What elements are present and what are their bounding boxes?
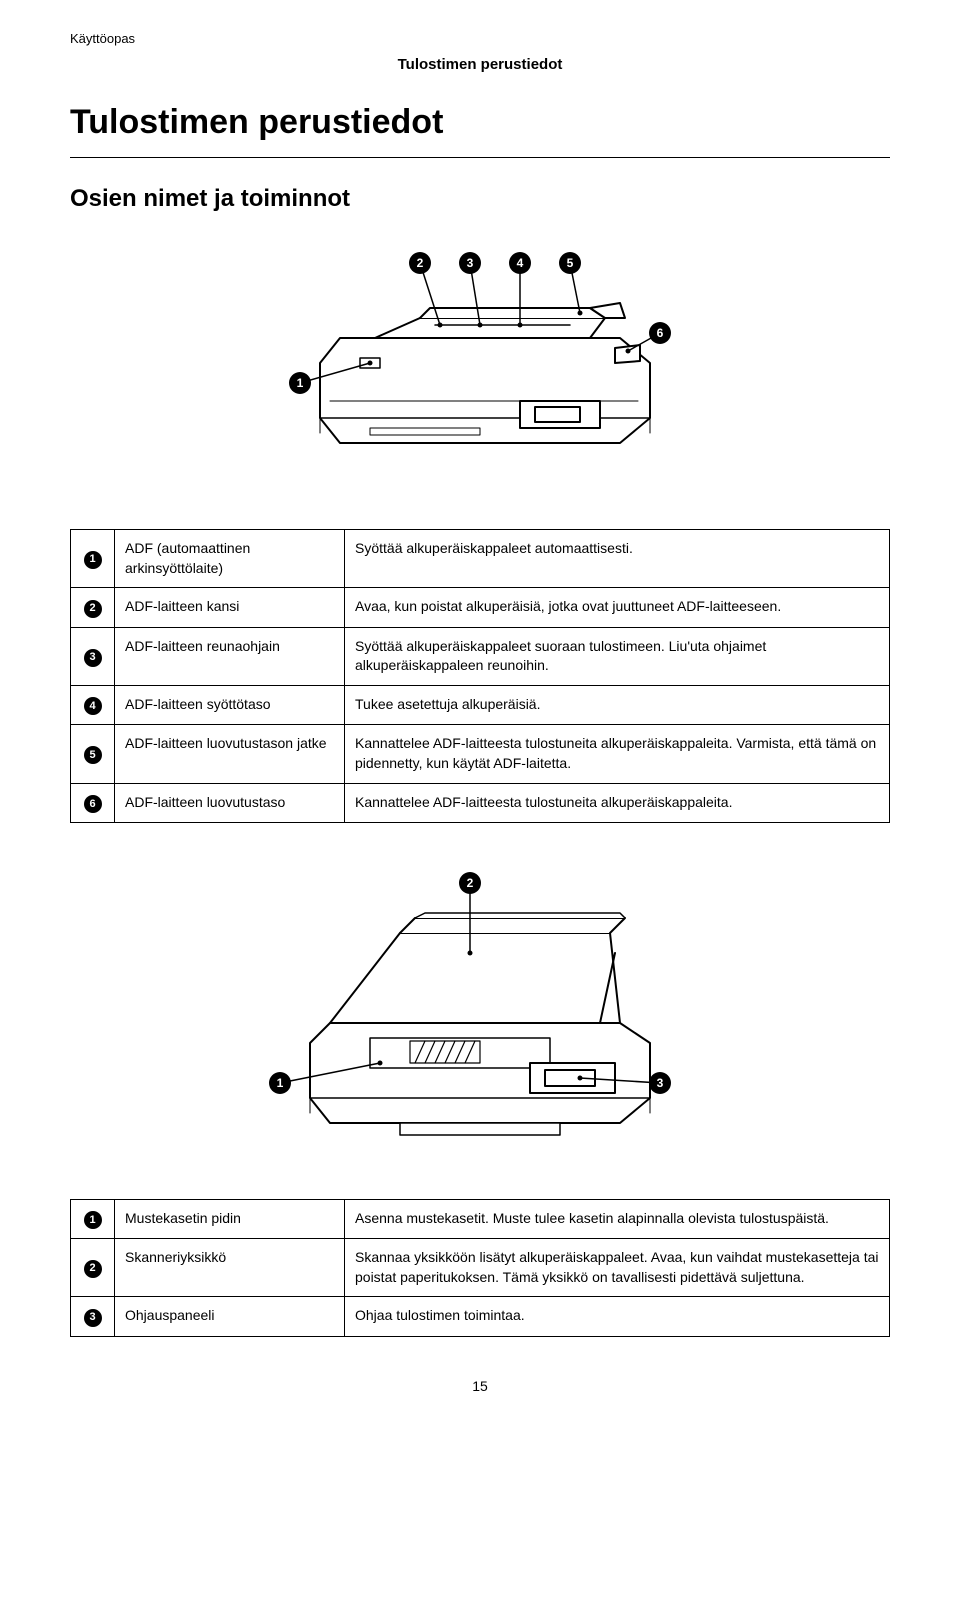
printer-diagram-open: 2 1 3 — [70, 863, 890, 1169]
printer-diagram-top: 2 3 4 5 6 1 — [70, 233, 890, 499]
row-number-badge: 4 — [84, 697, 102, 715]
callout-number: 3 — [657, 1076, 664, 1090]
section-header: Tulostimen perustiedot — [70, 54, 890, 75]
callout-number: 5 — [567, 256, 574, 270]
part-name: ADF-laitteen kansi — [115, 588, 345, 628]
part-description: Syöttää alkuperäiskappaleet suoraan tulo… — [345, 627, 890, 685]
table-row: 5 ADF-laitteen luovutustason jatkeKannatt… — [71, 725, 890, 783]
part-name: ADF (automaattinen arkinsyöttölaite) — [115, 529, 345, 587]
row-number-badge: 3 — [84, 1309, 102, 1327]
row-number-badge: 1 — [84, 1211, 102, 1229]
table-row: 2 SkanneriyksikköSkannaa yksikköön lisäty… — [71, 1239, 890, 1297]
title-divider — [70, 157, 890, 158]
subtitle: Osien nimet ja toiminnot — [70, 182, 890, 216]
part-name: Mustekasetin pidin — [115, 1199, 345, 1239]
part-description: Tukee asetettuja alkuperäisiä. — [345, 685, 890, 725]
row-number-badge: 2 — [84, 600, 102, 618]
callout-number: 6 — [657, 326, 664, 340]
table-row: 1 ADF (automaattinen arkinsyöttölaite)Syö… — [71, 529, 890, 587]
part-description: Kannattelee ADF-laitteesta tulostuneita … — [345, 783, 890, 823]
part-description: Kannattelee ADF-laitteesta tulostuneita … — [345, 725, 890, 783]
table-row: 6 ADF-laitteen luovutustasoKannattelee AD… — [71, 783, 890, 823]
doc-title: Käyttöopas — [70, 30, 890, 48]
table-row: 4 ADF-laitteen syöttötasoTukee asetettuja… — [71, 685, 890, 725]
callout-number: 4 — [517, 256, 524, 270]
callout-number: 2 — [467, 876, 474, 890]
table-row: 2 ADF-laitteen kansiAvaa, kun poistat alk… — [71, 588, 890, 628]
row-number-badge: 6 — [84, 795, 102, 813]
table-row: 3 ADF-laitteen reunaohjainSyöttää alkuper… — [71, 627, 890, 685]
callout-number: 1 — [277, 1076, 284, 1090]
page-title: Tulostimen perustiedot — [70, 99, 890, 147]
part-description: Asenna mustekasetit. Muste tulee kasetin… — [345, 1199, 890, 1239]
row-number-badge: 5 — [84, 746, 102, 764]
table-row: 1 Mustekasetin pidinAsenna mustekasetit. … — [71, 1199, 890, 1239]
parts-table-1: 1 ADF (automaattinen arkinsyöttölaite)Syö… — [70, 529, 890, 823]
callout-number: 2 — [417, 256, 424, 270]
part-name: ADF-laitteen syöttötaso — [115, 685, 345, 725]
part-name: ADF-laitteen luovutustaso — [115, 783, 345, 823]
part-description: Ohjaa tulostimen toimintaa. — [345, 1297, 890, 1337]
row-number-badge: 2 — [84, 1260, 102, 1278]
part-name: Skanneriyksikkö — [115, 1239, 345, 1297]
part-description: Syöttää alkuperäiskappaleet automaattise… — [345, 529, 890, 587]
row-number-badge: 3 — [84, 649, 102, 667]
page-number: 15 — [70, 1377, 890, 1397]
part-name: Ohjauspaneeli — [115, 1297, 345, 1337]
part-description: Skannaa yksikköön lisätyt alkuperäiskapp… — [345, 1239, 890, 1297]
part-description: Avaa, kun poistat alkuperäisiä, jotka ov… — [345, 588, 890, 628]
table-row: 3 OhjauspaneeliOhjaa tulostimen toimintaa… — [71, 1297, 890, 1337]
row-number-badge: 1 — [84, 551, 102, 569]
callout-number: 1 — [297, 376, 304, 390]
part-name: ADF-laitteen reunaohjain — [115, 627, 345, 685]
parts-table-2: 1 Mustekasetin pidinAsenna mustekasetit. … — [70, 1199, 890, 1337]
callout-number: 3 — [467, 256, 474, 270]
part-name: ADF-laitteen luovutustason jatke — [115, 725, 345, 783]
